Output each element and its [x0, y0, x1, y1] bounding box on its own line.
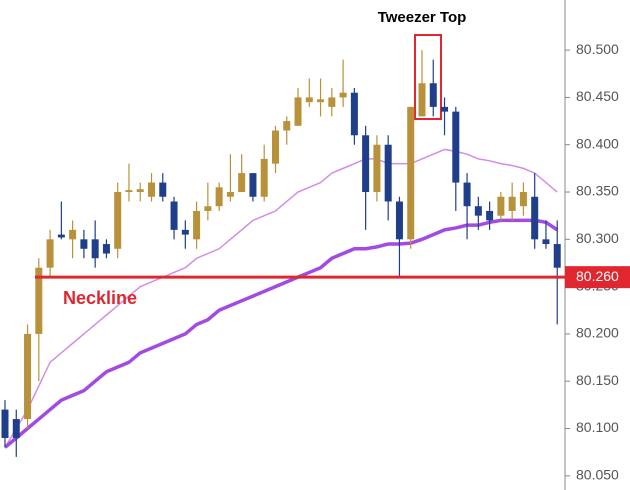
y-tick-label: 80.050 [576, 467, 619, 483]
annotation: Tweezer Top [378, 9, 467, 26]
y-tick-label: 80.400 [576, 135, 619, 151]
candle-body [35, 267, 43, 334]
neckline-label: Neckline [63, 288, 137, 308]
candle-body [542, 239, 550, 245]
candle-body [24, 333, 32, 420]
candle-body [204, 206, 212, 211]
candle-body [125, 190, 133, 193]
candle-body [102, 244, 110, 254]
candle-body [395, 201, 403, 240]
candle-body [114, 192, 122, 249]
candle-body [441, 106, 449, 112]
y-tick-label: 80.100 [576, 419, 619, 435]
candle-body [519, 192, 527, 207]
candle-body [339, 92, 347, 98]
candle-body [69, 229, 77, 240]
candle-body [362, 135, 370, 193]
y-tick-label: 80.150 [576, 372, 619, 388]
candle-body [305, 97, 313, 103]
candle-body [193, 210, 201, 240]
candle-body [474, 206, 482, 216]
candle-body [317, 99, 325, 103]
candle-body [159, 182, 167, 197]
candle-body [12, 419, 20, 438]
moving-average [4, 148, 558, 448]
candle-body [271, 130, 279, 164]
candle-body [497, 196, 505, 216]
candle-body [226, 192, 234, 197]
candle-body [463, 182, 471, 207]
candle-body [249, 173, 257, 197]
candle-body [283, 121, 291, 131]
candle-body [181, 229, 189, 235]
candle-body [407, 106, 415, 240]
candle-body [46, 239, 54, 268]
candle-body [384, 144, 392, 202]
y-tick-label: 80.350 [576, 183, 619, 199]
candle-body [91, 239, 99, 259]
candle-body [508, 196, 516, 211]
candle-body [215, 187, 223, 207]
candle-body [418, 83, 426, 117]
candle-body [328, 97, 336, 107]
candle-body [486, 210, 494, 221]
candle-body [260, 158, 268, 197]
candle-body [429, 83, 437, 107]
candle-body [373, 144, 381, 193]
candle-body [136, 189, 144, 193]
price-tag [565, 266, 630, 289]
y-tick-label: 80.300 [576, 230, 619, 246]
candle-body [80, 239, 88, 249]
moving-average [3, 218, 559, 449]
candle-body [1, 409, 9, 438]
y-tick-label: 80.500 [576, 41, 619, 57]
candle-body [553, 244, 561, 268]
candle-body [238, 173, 246, 193]
candle-body [350, 92, 358, 136]
y-tick-label: 80.450 [576, 88, 619, 104]
y-tick-label: 80.200 [576, 325, 619, 341]
candle-body [57, 234, 65, 238]
candle-body [531, 196, 539, 240]
highlight-box [414, 34, 442, 120]
candle-body [294, 97, 302, 126]
price-tag-label: 80.260 [576, 268, 619, 284]
candle-body [170, 201, 178, 230]
candle-body [452, 111, 460, 183]
candle-body [148, 182, 156, 197]
